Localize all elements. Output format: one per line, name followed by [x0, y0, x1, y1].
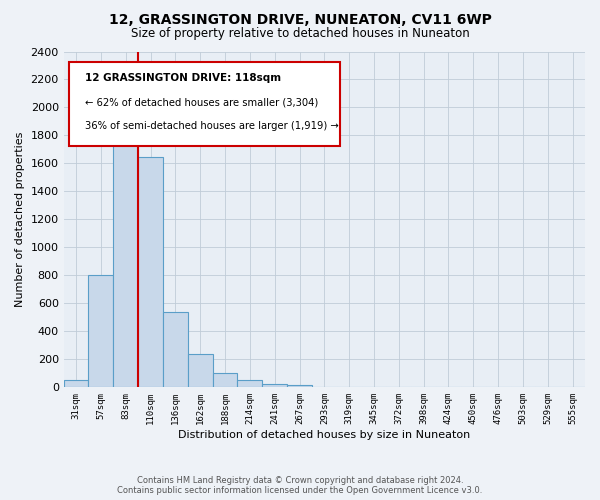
Text: 12, GRASSINGTON DRIVE, NUNEATON, CV11 6WP: 12, GRASSINGTON DRIVE, NUNEATON, CV11 6W… — [109, 12, 491, 26]
Y-axis label: Number of detached properties: Number of detached properties — [15, 132, 25, 307]
Text: Size of property relative to detached houses in Nuneaton: Size of property relative to detached ho… — [131, 28, 469, 40]
Bar — [262, 384, 287, 388]
Bar — [188, 354, 212, 388]
Text: 12 GRASSINGTON DRIVE: 118sqm: 12 GRASSINGTON DRIVE: 118sqm — [85, 74, 281, 84]
Bar — [163, 312, 188, 388]
Bar — [113, 126, 138, 388]
Bar — [238, 380, 262, 388]
Text: 36% of semi-detached houses are larger (1,919) →: 36% of semi-detached houses are larger (… — [85, 122, 338, 132]
FancyBboxPatch shape — [69, 62, 340, 146]
X-axis label: Distribution of detached houses by size in Nuneaton: Distribution of detached houses by size … — [178, 430, 470, 440]
Bar — [138, 157, 163, 388]
Bar — [64, 380, 88, 388]
Text: Contains HM Land Registry data © Crown copyright and database right 2024.
Contai: Contains HM Land Registry data © Crown c… — [118, 476, 482, 495]
Bar — [88, 276, 113, 388]
Text: ← 62% of detached houses are smaller (3,304): ← 62% of detached houses are smaller (3,… — [85, 98, 318, 108]
Bar — [212, 372, 238, 388]
Bar — [287, 385, 312, 388]
